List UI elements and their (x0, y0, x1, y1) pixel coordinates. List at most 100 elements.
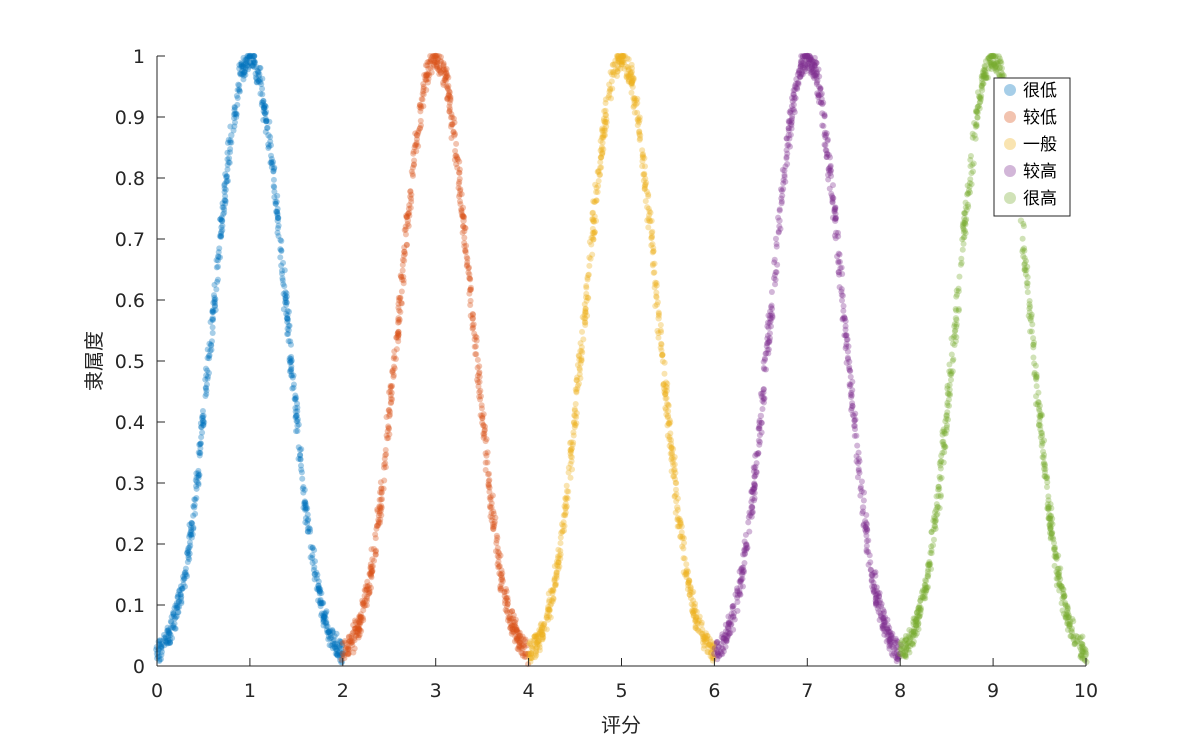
scatter-point (668, 456, 675, 463)
scatter-point (799, 71, 806, 78)
scatter-point (402, 250, 409, 257)
scatter-point (294, 422, 301, 429)
scatter-point (879, 615, 886, 622)
scatter-point (264, 125, 271, 132)
scatter-point (480, 411, 487, 418)
scatter-point (477, 412, 484, 419)
scatter-point (595, 169, 602, 176)
scatter-point (249, 53, 256, 59)
scatter-point (432, 54, 439, 61)
scatter-point (742, 545, 749, 552)
scatter-point (718, 645, 725, 652)
scatter-point (251, 60, 258, 67)
scatter-point (377, 516, 384, 523)
scatter-point (913, 622, 920, 629)
scatter-point (672, 492, 679, 499)
data-point (711, 650, 718, 657)
scatter-point (690, 609, 697, 616)
scatter-point (502, 606, 509, 613)
scatter-point (612, 66, 619, 73)
scatter-point (956, 273, 963, 280)
scatter-point (284, 315, 291, 322)
scatter-point (756, 432, 763, 439)
scatter-point (574, 382, 581, 389)
scatter-point (791, 83, 798, 90)
scatter-point (463, 262, 470, 269)
scatter-point (613, 53, 620, 59)
scatter-point (767, 323, 774, 330)
scatter-point (344, 643, 351, 650)
scatter-point (608, 78, 615, 85)
scatter-point (295, 455, 302, 462)
scatter-point (1065, 612, 1072, 619)
scatter-point (866, 552, 873, 559)
scatter-point (224, 161, 231, 168)
scatter-point (743, 541, 750, 548)
scatter-point (403, 241, 410, 248)
scatter-point (539, 631, 546, 638)
scatter-point (351, 635, 358, 642)
scatter-point (384, 428, 391, 435)
scatter-point (841, 315, 848, 322)
scatter-point (576, 365, 583, 372)
y-tick-label: 0.3 (115, 473, 145, 495)
scatter-point (843, 332, 850, 339)
scatter-point (919, 589, 926, 596)
scatter-point (489, 520, 496, 527)
scatter-point (614, 68, 621, 75)
scatter-point (690, 609, 697, 616)
scatter-point (760, 399, 767, 406)
scatter-point (599, 139, 606, 146)
scatter-point (791, 96, 798, 103)
scatter-point (597, 137, 604, 144)
scatter-point (423, 77, 430, 84)
scatter-point (809, 65, 816, 72)
scatter-point (442, 76, 449, 83)
scatter-point (430, 58, 437, 65)
scatter-point (1039, 454, 1046, 461)
scatter-point (825, 166, 832, 173)
scatter-point (369, 563, 376, 570)
scatter-point (876, 597, 883, 604)
scatter-point (1069, 615, 1076, 622)
scatter-point (888, 635, 895, 642)
scatter-point (429, 58, 436, 65)
scatter-point (619, 59, 626, 66)
scatter-point (446, 108, 453, 115)
scatter-point (662, 391, 669, 398)
scatter-point (288, 357, 295, 364)
scatter-point (1022, 258, 1029, 265)
scatter-point (467, 312, 474, 319)
scatter-point (219, 200, 226, 207)
scatter-point (828, 172, 835, 179)
scatter-point (763, 343, 770, 350)
scatter-point (285, 322, 292, 329)
scatter-point (952, 327, 959, 334)
scatter-point (363, 586, 370, 593)
scatter-point (974, 103, 981, 110)
scatter-point (873, 593, 880, 600)
scatter-point (177, 595, 184, 602)
scatter-point (443, 69, 450, 76)
scatter-point (321, 613, 328, 620)
scatter-point (930, 542, 937, 549)
scatter-point (250, 59, 257, 66)
scatter-point (835, 269, 842, 276)
scatter-point (715, 650, 722, 657)
scatter-point (751, 482, 758, 489)
scatter-point (498, 576, 505, 583)
scatter-point (251, 59, 258, 66)
scatter-point (411, 157, 418, 164)
scatter-point (946, 392, 953, 399)
scatter-point (892, 654, 899, 661)
scatter-point (316, 588, 323, 595)
scatter-point (812, 66, 819, 73)
scatter-point (390, 363, 397, 370)
scatter-point (553, 573, 560, 580)
scatter-point (677, 517, 684, 524)
scatter-point (221, 209, 228, 216)
scatter-point (645, 224, 652, 231)
scatter-point (274, 208, 281, 215)
scatter-point (203, 372, 210, 379)
scatter-point (806, 56, 813, 63)
